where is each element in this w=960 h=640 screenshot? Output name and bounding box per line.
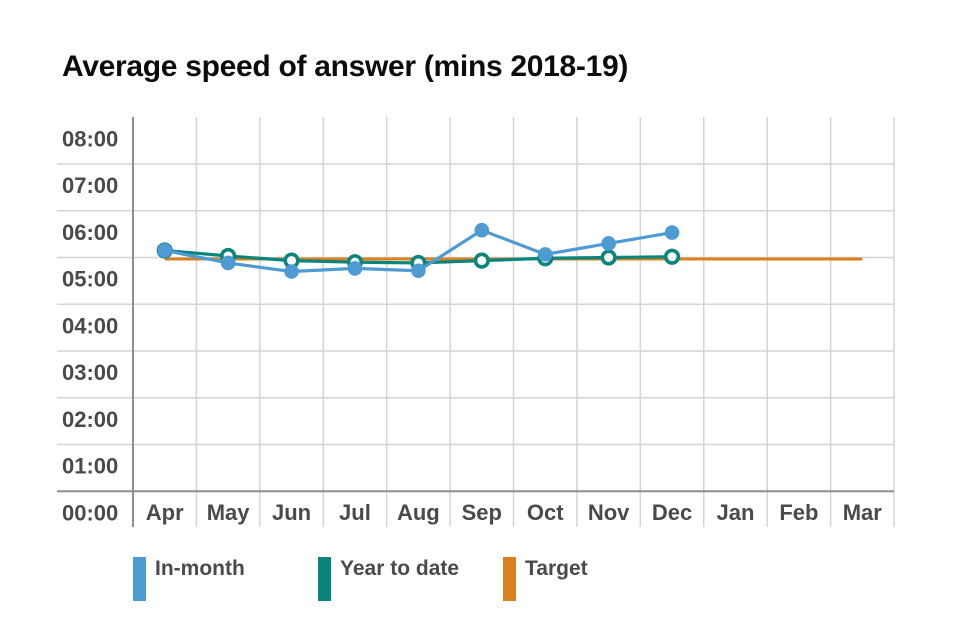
year-to-date-marker — [663, 248, 681, 265]
y-tick-label: 00:00 — [62, 500, 118, 525]
x-tick-label: Nov — [588, 500, 630, 525]
legend-swatch-in-month — [133, 557, 146, 601]
x-tick-label: Jul — [339, 500, 371, 525]
in-month-marker — [537, 247, 553, 262]
in-month-marker — [664, 225, 680, 240]
in-month-marker — [601, 236, 616, 251]
in-month-marker — [220, 255, 236, 271]
x-tick-label: Oct — [527, 500, 564, 525]
x-tick-label: Jun — [272, 500, 311, 525]
y-tick-label: 03:00 — [62, 360, 118, 385]
y-tick-label: 04:00 — [62, 313, 118, 338]
chart-title: Average speed of answer (mins 2018-19) — [62, 50, 629, 83]
year-to-date-marker — [600, 249, 617, 266]
x-tick-label: Jan — [717, 500, 755, 525]
legend-item-in-month: In-month — [133, 557, 245, 601]
legend-swatch-target — [503, 557, 516, 601]
in-month-marker — [284, 264, 299, 279]
year-to-date-marker — [473, 252, 490, 269]
y-tick-label: 05:00 — [62, 267, 118, 292]
legend-swatch-year-to-date — [318, 557, 331, 601]
x-tick-label: Mar — [843, 500, 883, 525]
in-month-marker — [411, 263, 426, 279]
legend-label-in-month: In-month — [155, 557, 245, 580]
x-tick-label: Apr — [146, 500, 184, 525]
x-tick-label: Aug — [397, 500, 440, 525]
y-tick-label: 08:00 — [62, 126, 118, 151]
in-month-marker — [157, 243, 173, 258]
x-tick-label: Feb — [779, 500, 818, 525]
legend-label-year-to-date: Year to date — [340, 557, 460, 580]
x-tick-label: Dec — [652, 500, 692, 525]
chart-legend: In-month Year to date Target — [0, 557, 960, 607]
y-tick-label: 06:00 — [62, 220, 118, 245]
y-tick-label: 02:00 — [62, 407, 118, 432]
y-tick-label: 07:00 — [62, 173, 118, 198]
legend-item-year-to-date: Year to date — [318, 557, 459, 601]
in-month-marker — [474, 222, 490, 238]
y-tick-label: 01:00 — [62, 454, 118, 479]
in-month-marker — [347, 261, 363, 276]
x-tick-label: May — [207, 500, 251, 525]
legend-label-target: Target — [525, 557, 588, 580]
x-tick-label: Sep — [462, 500, 502, 525]
legend-item-target: Target — [503, 557, 588, 601]
